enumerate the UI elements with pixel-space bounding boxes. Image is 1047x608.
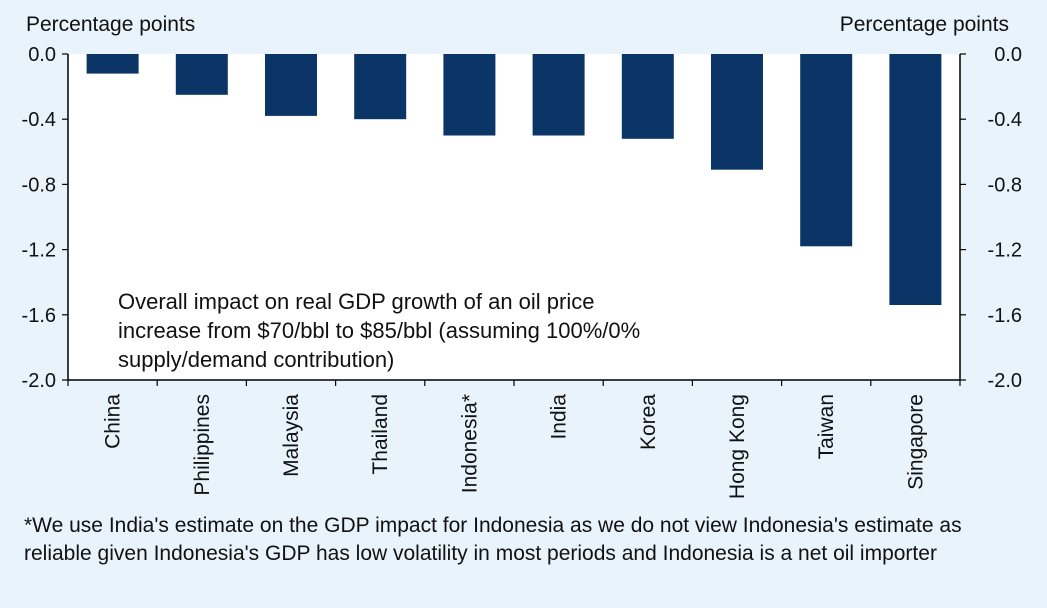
x-tick-label: Thailand [369, 394, 392, 475]
bar-china [86, 54, 139, 74]
x-tick-label: Korea [637, 394, 660, 450]
y-tick-label-left: -1.2 [22, 240, 56, 262]
bar-thailand [354, 54, 407, 120]
x-tick-label: Indonesia* [458, 394, 481, 493]
y-tick-label-right: -1.6 [988, 305, 1022, 327]
x-tick-label: China [102, 394, 125, 449]
y-tick-label-right: -0.4 [988, 109, 1022, 131]
y-tick-label-left: -0.4 [22, 109, 56, 131]
right-axis-label: Percentage points [840, 13, 1009, 36]
x-tick-label: India [548, 394, 571, 440]
y-tick-label-left: -0.8 [22, 174, 56, 196]
bar-singapore [889, 54, 942, 305]
annotation-line-2: increase from $70/bbl to $85/bbl (assumi… [118, 318, 640, 343]
annotation-line-1: Overall impact on real GDP growth of an … [118, 289, 594, 314]
x-tick-label: Philippines [191, 394, 214, 496]
bar-chart: Percentage points Percentage points 0.0 -… [22, 13, 1022, 499]
x-tick-label: Hong Kong [726, 394, 749, 499]
y-tick-label-right: 0.0 [994, 44, 1022, 66]
bar-malaysia [265, 54, 317, 116]
y-tick-label-left: -2.0 [22, 370, 56, 392]
x-tick-label: Malaysia [280, 394, 303, 477]
y-tick-label-right: -2.0 [988, 370, 1022, 392]
x-tick-label: Singapore [904, 394, 927, 490]
bar-hong-kong [711, 54, 763, 170]
x-tick-label: Taiwan [815, 394, 838, 459]
bar-india [532, 54, 585, 136]
y-tick-label-right: -0.8 [988, 174, 1022, 196]
y-tick-label-right: -1.2 [988, 240, 1022, 262]
left-axis-label: Percentage points [26, 13, 195, 36]
annotation-line-3: supply/demand contribution) [118, 347, 394, 372]
y-tick-label-left: 0.0 [28, 44, 56, 66]
bar-philippines [175, 54, 228, 95]
bar-indonesia [443, 54, 496, 136]
y-tick-label-left: -1.6 [22, 305, 56, 327]
bar-korea [621, 54, 674, 139]
bar-taiwan [800, 54, 853, 247]
footnote: *We use India's estimate on the GDP impa… [24, 514, 962, 565]
